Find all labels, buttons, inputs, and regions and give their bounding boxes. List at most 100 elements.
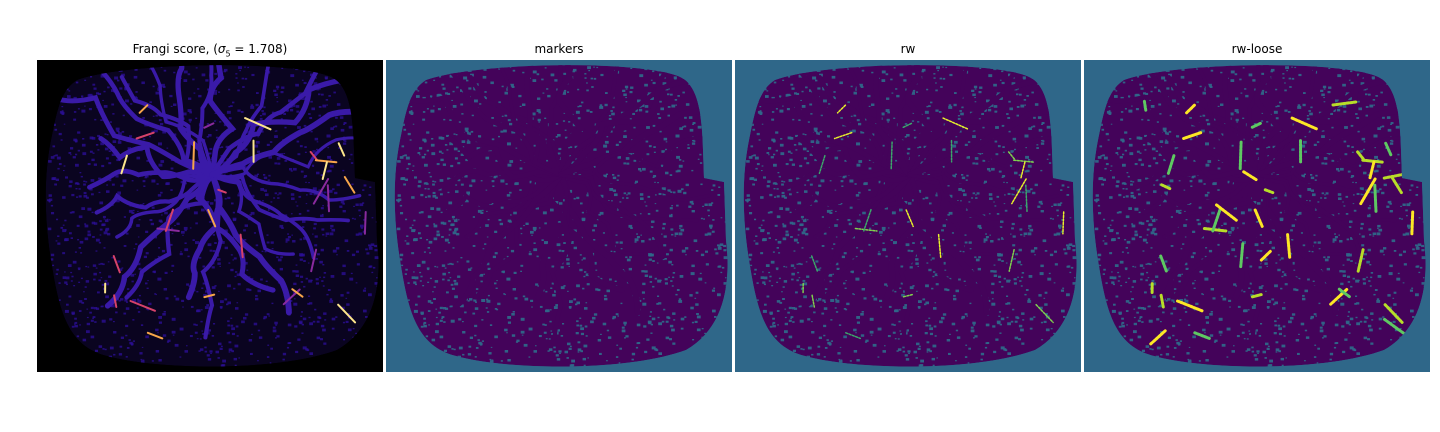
vessel — [558, 108, 716, 178]
highlight-segment — [905, 209, 914, 228]
vessel — [556, 65, 586, 178]
highlight-segment — [312, 178, 330, 205]
title-suffix: = 1.708) — [230, 42, 288, 56]
vessel — [559, 173, 644, 256]
highlight-segment — [1259, 249, 1272, 263]
vessel — [907, 77, 1044, 178]
vessel — [1166, 75, 1262, 178]
highlight-segment — [112, 255, 121, 274]
retina-region — [1092, 65, 1426, 367]
highlight-segment — [1193, 331, 1211, 340]
highlight-segment — [1166, 154, 1176, 175]
vessel — [210, 173, 316, 260]
highlight-segment — [1263, 188, 1275, 195]
vessel — [436, 168, 564, 190]
highlight-segment — [1182, 131, 1203, 140]
vessel — [908, 173, 1048, 223]
vessel — [796, 136, 913, 180]
vessel — [898, 172, 921, 340]
panel-title-frangi: Frangi score, (σ5 = 1.708) — [37, 42, 383, 58]
highlight-segment — [138, 104, 149, 114]
highlight-segment — [1290, 116, 1319, 131]
vessel — [185, 172, 221, 301]
highlight-segment — [156, 227, 180, 232]
vessel — [792, 172, 913, 215]
vessel — [817, 75, 913, 178]
frangi-score-image — [37, 60, 383, 372]
vessel — [94, 172, 215, 215]
title-prefix: Frangi score, ( — [132, 42, 218, 56]
vessel — [1134, 168, 1262, 190]
highlight-segment — [1025, 184, 1028, 213]
highlight-segment — [818, 154, 826, 175]
vessel — [825, 65, 912, 177]
highlight-segment — [192, 141, 196, 170]
vessel — [813, 173, 912, 239]
vessel — [1257, 165, 1409, 202]
highlight-segment — [1215, 203, 1238, 222]
highlight-segment — [1239, 242, 1245, 270]
highlight-segment — [337, 303, 357, 324]
highlight-segment — [1249, 121, 1262, 130]
highlight-segment — [343, 176, 356, 194]
highlight-segment — [863, 208, 872, 232]
panel-title-rw-loose: rw-loose — [1231, 42, 1283, 56]
highlight-segment — [1249, 293, 1263, 299]
highlight-segment — [1383, 317, 1409, 337]
highlight-segment — [310, 248, 318, 273]
highlight-segment — [1019, 161, 1026, 180]
highlight-segment — [1330, 100, 1358, 107]
highlight-segment — [291, 288, 304, 298]
highlight-segment — [1211, 208, 1222, 233]
vessel — [534, 172, 570, 301]
vessel — [127, 65, 214, 177]
highlight-segment — [942, 117, 970, 131]
vessel — [447, 136, 564, 180]
vessel — [1171, 172, 1262, 300]
sigma-symbol: σ — [217, 42, 226, 56]
vessel — [443, 172, 564, 215]
vessel — [822, 172, 913, 300]
highlight-segment — [833, 131, 853, 140]
vessel — [210, 136, 371, 179]
highlight-segment — [244, 117, 272, 131]
vessel — [1256, 77, 1393, 178]
highlight-segment — [1159, 293, 1165, 309]
vessel — [908, 173, 1014, 260]
highlight-segment — [890, 141, 893, 170]
vessel — [558, 77, 695, 178]
vessel — [1257, 173, 1397, 223]
vessel — [207, 65, 237, 178]
highlight-segment — [1062, 211, 1065, 235]
vessel — [907, 108, 1065, 178]
vessel — [1145, 136, 1262, 180]
highlight-segment — [217, 188, 227, 194]
vessel — [559, 165, 711, 202]
highlight-segment — [1359, 177, 1377, 206]
highlight-segment — [810, 255, 819, 274]
highlight-segment — [845, 332, 862, 340]
vessel — [119, 75, 215, 178]
highlight-segment — [1286, 233, 1292, 259]
highlight-segment — [1160, 183, 1173, 191]
vessel — [401, 94, 564, 178]
highlight-segment — [203, 293, 216, 299]
vessel — [473, 172, 564, 300]
highlight-segment — [1368, 160, 1376, 181]
highlight-segment — [901, 293, 913, 298]
vessel — [476, 65, 563, 177]
highlight-segment — [135, 131, 155, 140]
vessel — [210, 173, 350, 223]
highlight-segment — [1253, 208, 1264, 228]
highlight-segment — [1242, 170, 1258, 182]
highlight-segment — [854, 227, 878, 232]
highlight-segment — [164, 208, 174, 232]
vessel — [802, 172, 913, 309]
vessel — [1256, 108, 1414, 178]
vessel — [98, 136, 215, 180]
highlight-segment — [937, 233, 942, 258]
vessel — [908, 136, 1069, 179]
highlight-segment — [1008, 248, 1015, 272]
highlight-segment — [1356, 248, 1365, 273]
vessel — [1232, 172, 1268, 301]
